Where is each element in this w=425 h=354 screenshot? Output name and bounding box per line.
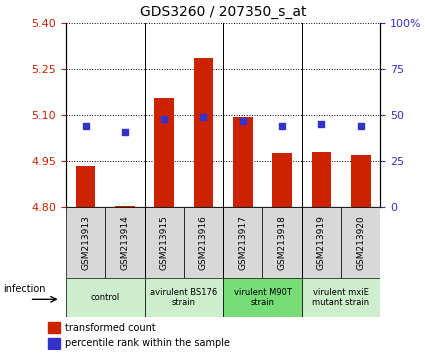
Point	[200, 114, 207, 120]
Bar	[66, 278, 144, 317]
Point	[239, 118, 246, 124]
Bar	[223, 278, 302, 317]
Bar	[144, 207, 184, 278]
Text: GSM213913: GSM213913	[81, 215, 90, 270]
Bar	[144, 278, 223, 317]
Text: GSM213917: GSM213917	[238, 215, 247, 270]
Bar	[48, 338, 60, 349]
Bar	[105, 207, 144, 278]
Bar	[115, 206, 135, 207]
Point	[279, 123, 286, 129]
Text: GSM213916: GSM213916	[199, 215, 208, 270]
Bar	[76, 166, 95, 207]
Bar	[341, 207, 380, 278]
Bar	[66, 207, 105, 278]
Bar	[272, 153, 292, 207]
Bar	[302, 207, 341, 278]
Text: GSM213918: GSM213918	[278, 215, 286, 270]
Bar	[154, 98, 174, 207]
Text: virulent mxiE
mutant strain: virulent mxiE mutant strain	[312, 288, 370, 307]
Text: percentile rank within the sample: percentile rank within the sample	[65, 338, 230, 348]
Point	[161, 116, 167, 121]
Bar	[48, 322, 60, 333]
Bar	[312, 152, 331, 207]
Text: GSM213919: GSM213919	[317, 215, 326, 270]
Point	[122, 129, 128, 135]
Bar	[194, 58, 213, 207]
Text: transformed count: transformed count	[65, 322, 156, 332]
Bar	[351, 155, 371, 207]
Bar	[184, 207, 223, 278]
Text: virulent M90T
strain: virulent M90T strain	[233, 288, 292, 307]
Text: control: control	[91, 293, 120, 302]
Text: GSM213915: GSM213915	[160, 215, 169, 270]
Point	[82, 123, 89, 129]
Bar	[302, 278, 380, 317]
Text: infection: infection	[3, 284, 46, 294]
Bar	[262, 207, 302, 278]
Text: GSM213914: GSM213914	[120, 215, 129, 270]
Text: avirulent BS176
strain: avirulent BS176 strain	[150, 288, 218, 307]
Point	[357, 123, 364, 129]
Bar	[223, 207, 262, 278]
Text: GSM213920: GSM213920	[356, 215, 365, 270]
Point	[318, 121, 325, 127]
Title: GDS3260 / 207350_s_at: GDS3260 / 207350_s_at	[140, 5, 306, 19]
Bar	[233, 116, 252, 207]
